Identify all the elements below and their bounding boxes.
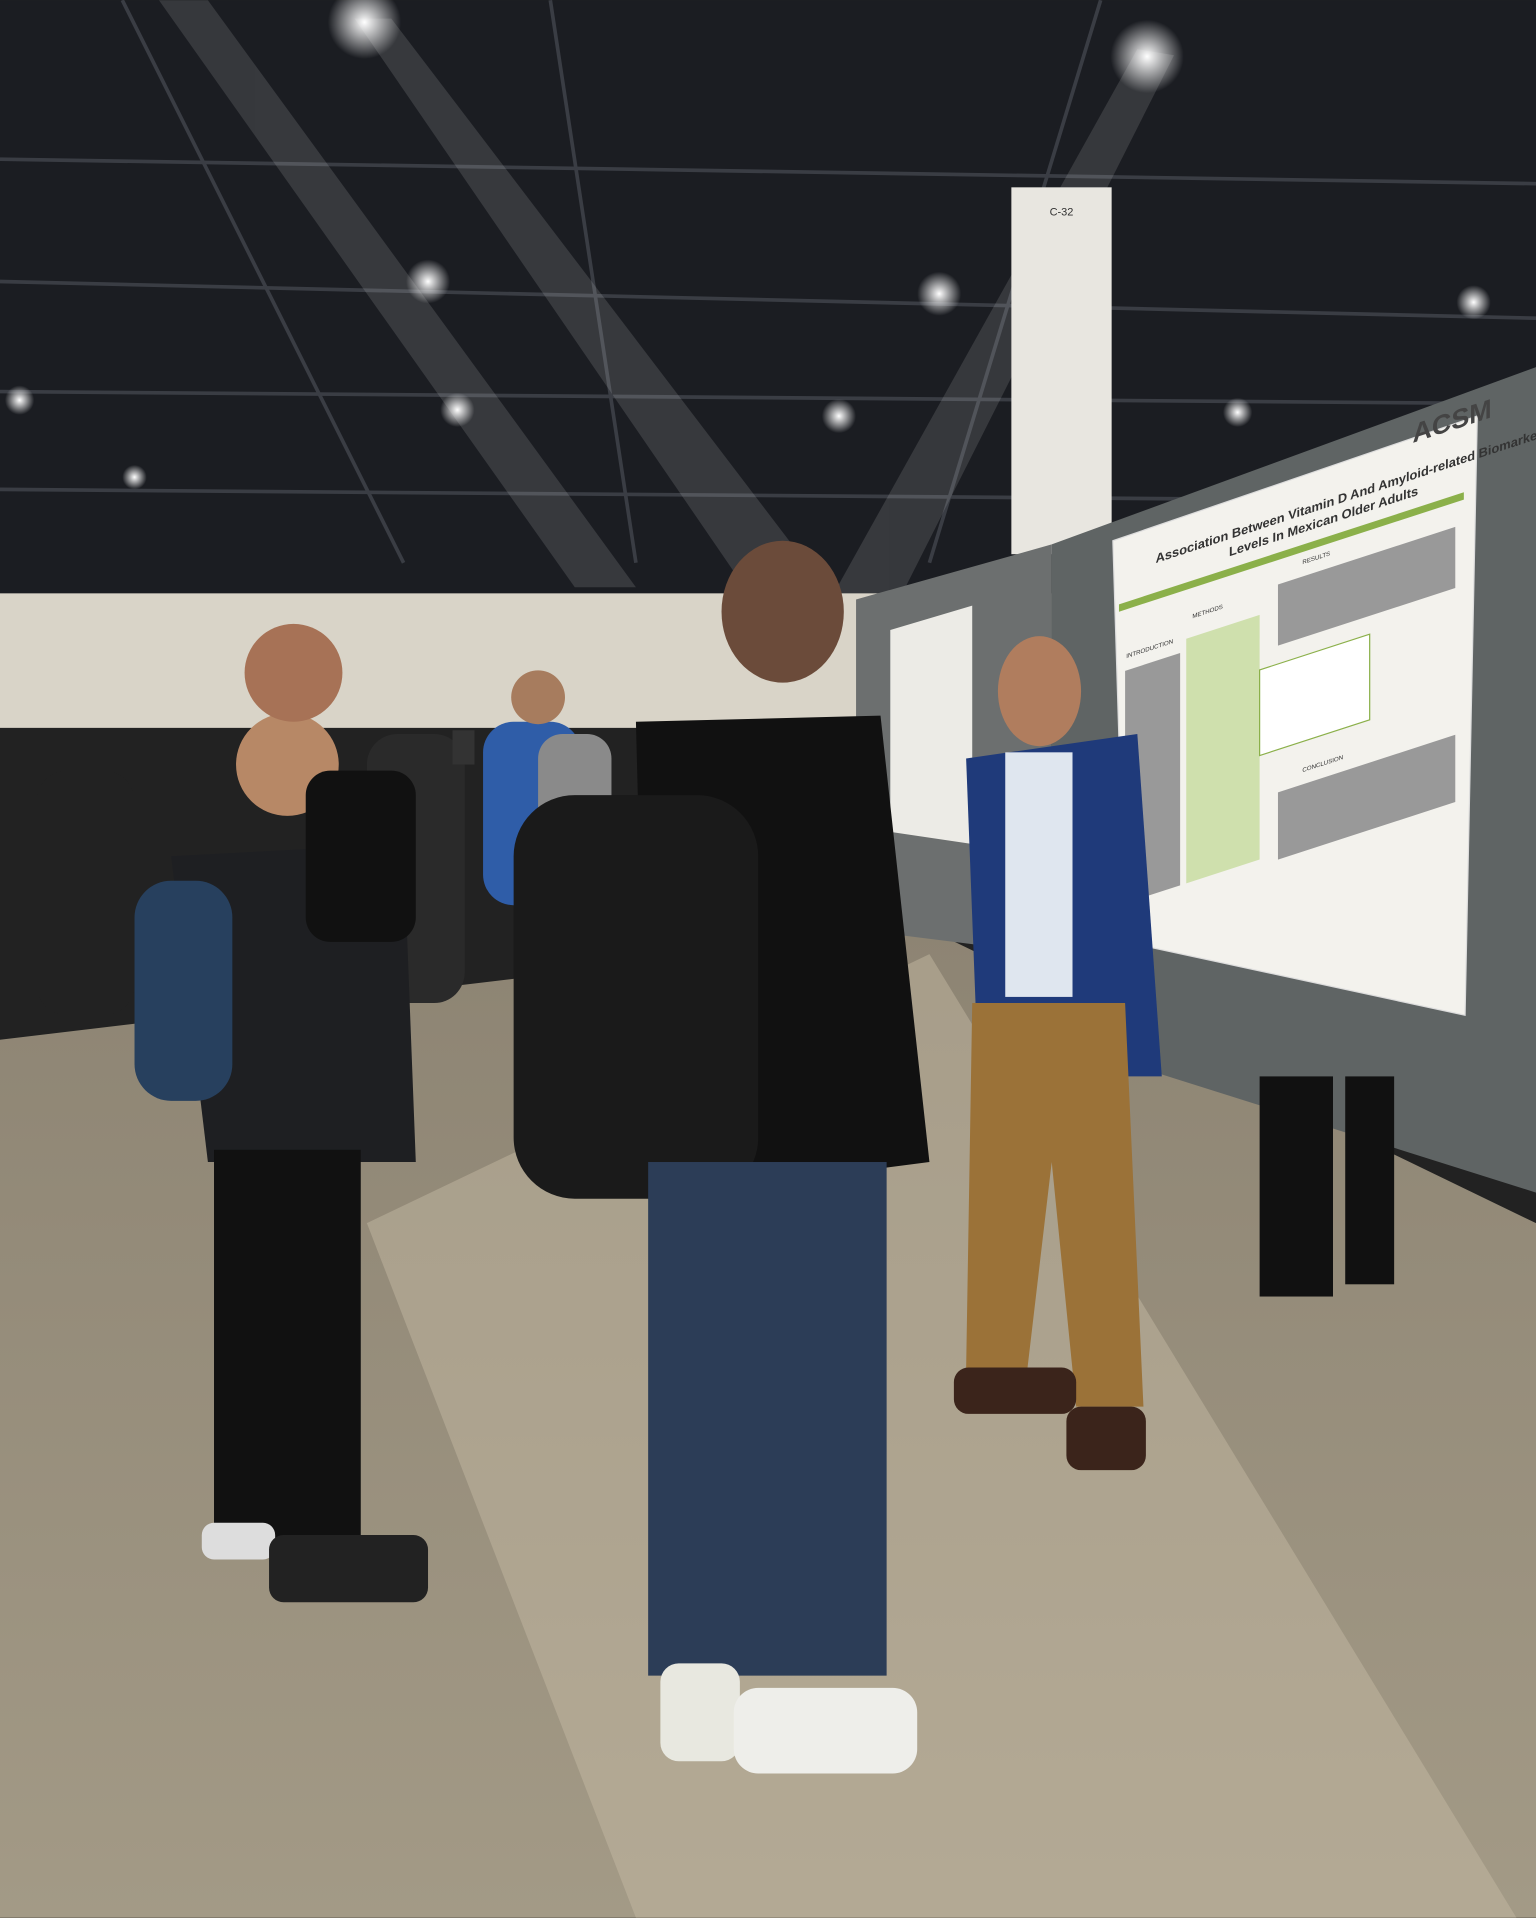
pillar-label: C-32: [1050, 206, 1074, 218]
person-presenter: [953, 636, 1162, 1471]
person-partial: [1259, 1076, 1395, 1297]
person-woman: [134, 713, 429, 1603]
pillar: [1011, 187, 1112, 555]
person-photographer: [244, 623, 475, 942]
ceiling-trusses: [0, 0, 1536, 564]
person-backpack: [513, 540, 930, 1774]
ceiling-lights: [4, 0, 1491, 490]
small-poster: [890, 605, 973, 845]
